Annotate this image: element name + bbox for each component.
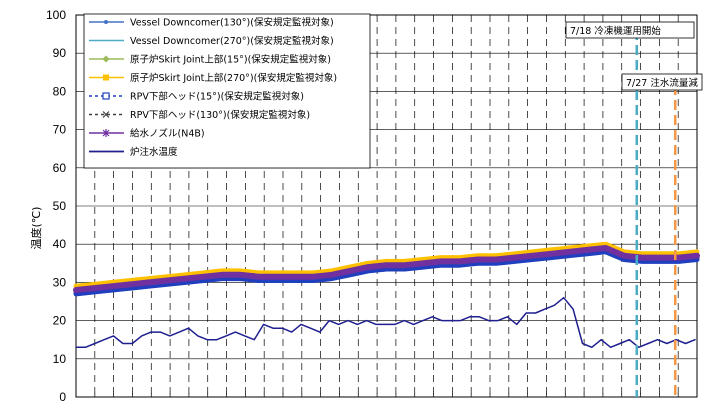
legend-label: Vessel Downcomer(270°)(保安規定監視対象): [130, 35, 334, 47]
y-tick-label: 10: [53, 352, 67, 366]
annotation-label-7-27: 7/27 注水流量減: [626, 77, 698, 89]
y-tick-label: 20: [53, 314, 67, 328]
y-tick-label: 30: [53, 275, 67, 289]
legend-label: RPV下部ヘッド(15°)(保安規定監視対象): [130, 91, 304, 103]
legend-marker-square: [103, 74, 109, 81]
legend-label: 原子炉Skirt Joint上部(15°)(保安規定監視対象): [130, 54, 331, 66]
legend-label: 炉注水温度: [130, 146, 178, 158]
legend-label: RPV下部ヘッド(130°)(保安規定監視対象): [130, 109, 310, 121]
y-tick-label: 50: [53, 199, 67, 213]
legend-label: Vessel Downcomer(130°)(保安規定監視対象): [130, 17, 334, 29]
y-tick-label: 40: [53, 237, 67, 251]
series-line-原子炉skirt-joint上部(270°)(保安規定監視対象): [73, 241, 700, 289]
annotation-box-7-18: [565, 21, 695, 39]
series-line-給水ノズル(n4b): [73, 245, 700, 293]
y-tick-label: 80: [53, 84, 67, 98]
series-lines: [73, 241, 700, 349]
y-tick-label: 90: [53, 46, 67, 60]
legend-marker-diamond: [102, 55, 110, 63]
y-tick-label: 70: [53, 123, 67, 137]
axes: 0 10 20 30 40 50 60 70 80 90 100: [46, 8, 698, 404]
plot-frame: [75, 14, 698, 398]
annotations: 7/18 冷凍機運用開始 7/27 注水流量減: [565, 21, 703, 397]
y-tick-label: 0: [59, 390, 66, 404]
legend-label: 原子炉Skirt Joint上部(270°)(保安規定監視対象): [130, 72, 337, 84]
y-tick-label: 60: [53, 161, 67, 175]
legend: Vessel Downcomer(130°)(保安規定監視対象) Vessel D…: [83, 13, 371, 169]
series-line-炉注水温度: [75, 296, 696, 349]
legend-marker-x: [102, 111, 110, 118]
legend-marker-star: [102, 129, 110, 137]
annotation-box-7-27: [621, 73, 703, 91]
annotation-label-7-18: 7/18 冷凍機運用開始: [570, 25, 661, 37]
legend-marker-open-square: [102, 92, 110, 100]
series-line-rpv下部ヘッド(15°)(保安規定監視対象): [73, 249, 700, 297]
y-tick-label: 100: [46, 8, 66, 22]
y-axis-label: 温度(℃): [29, 207, 43, 250]
legend-label: 給水ノズル(N4B): [130, 128, 205, 140]
legend-box: [83, 13, 371, 169]
legend-marker-dot: [104, 20, 108, 24]
